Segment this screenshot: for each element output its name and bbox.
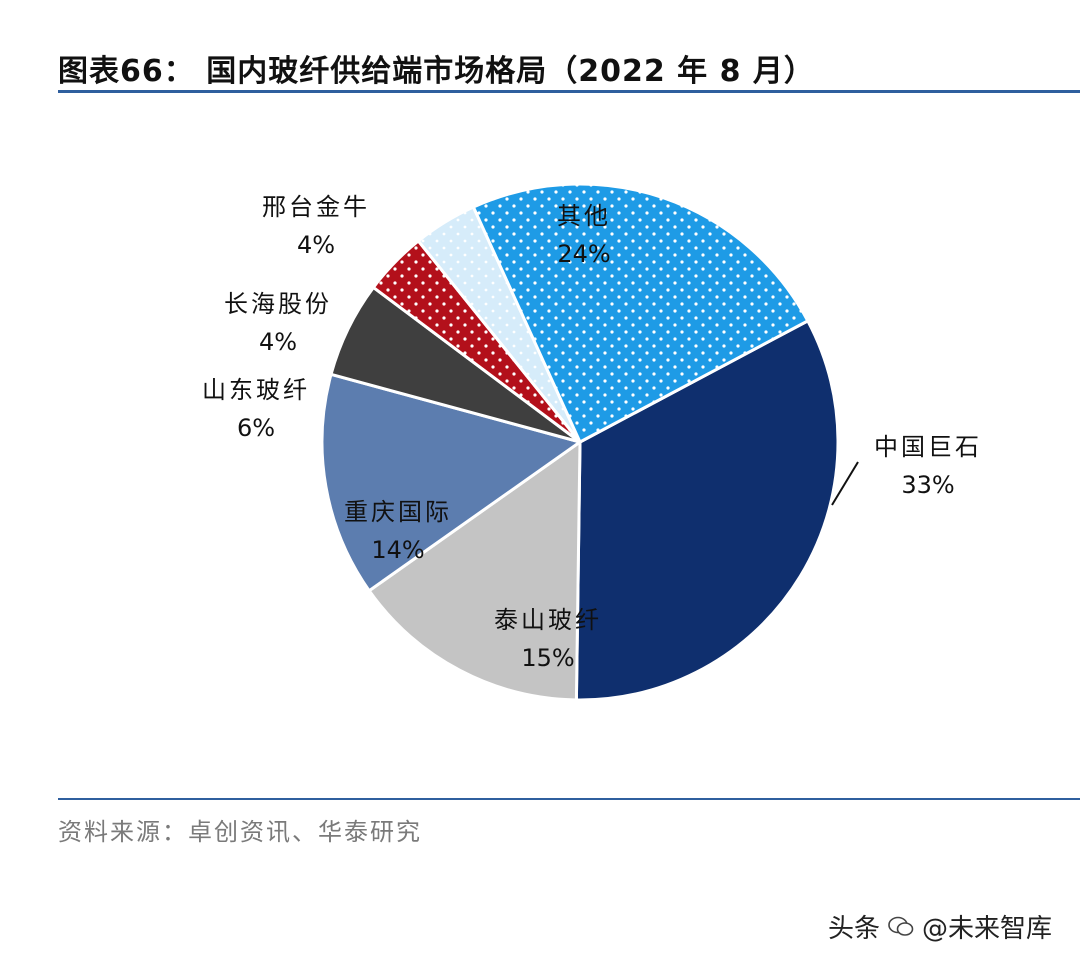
pie-slice-pattern-7 — [473, 183, 808, 442]
title-divider — [58, 90, 1080, 93]
slice-value-label-2: 15% — [521, 644, 574, 672]
pie-slice-pattern-6 — [418, 207, 580, 442]
watermark-prefix: 头条 — [827, 914, 880, 944]
pie-slice-patterns — [373, 183, 808, 442]
source-divider — [58, 798, 1080, 800]
leader-line-1 — [831, 461, 859, 506]
slice-name-label-6: 邢台金牛 — [262, 193, 370, 221]
pie-slice-2 — [367, 439, 582, 702]
pie-labels: 中国巨石 33% 泰山玻纤 15% 重庆国际 14% 山东玻纤 6% 长海股份 4% 邢台金牛 4% 其… — [202, 193, 982, 672]
slice-value-label-1: 33% — [901, 471, 954, 499]
slice-name-label-2: 泰山玻纤 — [494, 606, 602, 634]
pie-slice-pattern-5 — [373, 240, 580, 442]
pie-chart: 中国巨石 33% 泰山玻纤 15% 重庆国际 14% 山东玻纤 6% 长海股份 4% 邢台金牛 4% 其… — [202, 182, 982, 702]
watermark-handle: @未来智库 — [921, 914, 1052, 944]
slice-value-label-7: 24% — [557, 240, 610, 268]
chart-title: 图表66： 国内玻纤供给端市场格局（2022 年 8 月） — [58, 54, 815, 89]
slice-name-label-1: 中国巨石 — [874, 433, 982, 461]
slice-value-label-4: 6% — [237, 414, 275, 442]
pie-slice-1 — [574, 318, 840, 702]
slice-name-label-5: 长海股份 — [224, 290, 332, 318]
slice-value-label-5: 4% — [259, 328, 297, 356]
wechat-icon — [888, 916, 914, 936]
slice-value-label-3: 14% — [371, 536, 424, 564]
source-note: 资料来源：卓创资讯、华泰研究 — [58, 818, 422, 846]
watermark: 头条 @未来智库 — [828, 908, 1052, 945]
slice-value-label-6: 4% — [297, 231, 335, 259]
pie-slice-3 — [320, 372, 584, 593]
slice-name-label-7: 其他 — [557, 202, 611, 230]
slice-name-label-4: 山东玻纤 — [202, 376, 310, 404]
slice-name-label-3: 重庆国际 — [344, 498, 452, 526]
